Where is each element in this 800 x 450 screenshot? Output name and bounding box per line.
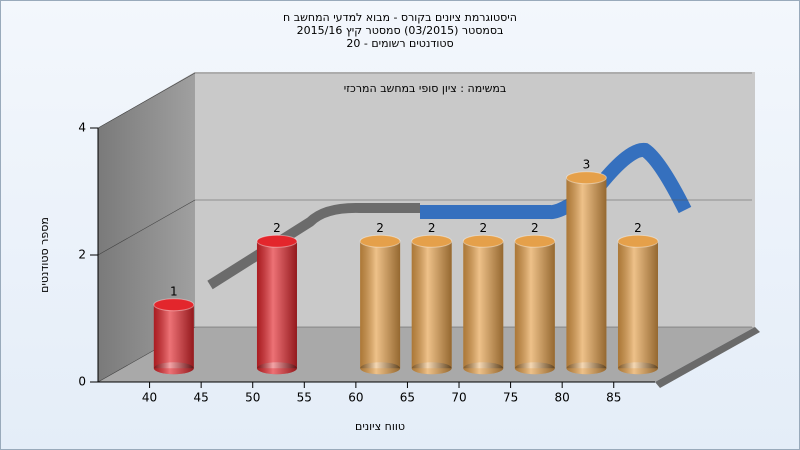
bar-base-shade: [256, 362, 297, 375]
x-tick-label: 60: [348, 391, 363, 405]
floor-edge: [655, 327, 760, 388]
x-tick-label: 45: [194, 391, 209, 405]
x-tick-label: 80: [555, 391, 570, 405]
x-axis-label: טווח ציונים: [355, 420, 405, 433]
bar-shade: [411, 241, 452, 369]
chart-title: סטודנטים רשומים - 20: [346, 37, 453, 50]
x-tick-label: 65: [400, 391, 415, 405]
bar-base-shade: [566, 362, 607, 375]
bar-shade: [153, 304, 194, 369]
bar-shade: [360, 241, 401, 369]
value-label: 2: [634, 221, 642, 235]
bar-base-shade: [514, 362, 555, 375]
trend-ribbon: [207, 202, 420, 290]
bar-base-shade: [463, 362, 504, 375]
grid-line: [97, 199, 196, 256]
x-tick-label: 55: [297, 391, 312, 405]
y-tick-label: 0: [78, 375, 86, 389]
bar-top: [153, 298, 195, 312]
trend-ribbon: [420, 142, 692, 220]
bar-top: [411, 234, 453, 248]
x-tick-label: 40: [142, 391, 157, 405]
y-tick-label: 2: [78, 248, 86, 262]
x-tick-label: 75: [503, 391, 518, 405]
x-tick-label: 85: [606, 391, 621, 405]
value-label: 3: [583, 157, 591, 171]
y-tick-label: 4: [78, 121, 86, 135]
bar-base-shade: [411, 362, 452, 375]
bar-shade: [617, 241, 658, 369]
value-label: 2: [479, 221, 487, 235]
bar-base-shade: [617, 362, 658, 375]
back-wall: [195, 72, 755, 327]
bar-base-shade: [360, 362, 401, 375]
chart-title: היסטוגרמת ציונים בקורס - מבוא למדעי המחש…: [283, 11, 517, 24]
annotation: במשימה : ציון סופי במחשב המרכזי: [344, 82, 507, 95]
bar-top: [462, 234, 504, 248]
bar-top: [565, 171, 607, 185]
x-tick-label: 70: [451, 391, 466, 405]
bar-shade: [566, 177, 607, 369]
bar-top: [256, 234, 298, 248]
grid: 0 2 4 40 45 50 55 60 65 70 75 80 85: [78, 72, 752, 405]
bars: 1 2 2 2 2 2 3 2: [153, 157, 659, 375]
bar-shade: [463, 241, 504, 369]
bar-top: [514, 234, 556, 248]
value-label: 2: [376, 221, 384, 235]
value-label: 2: [531, 221, 539, 235]
bar-top: [617, 234, 659, 248]
value-label: 2: [273, 221, 281, 235]
x-tick-label: 50: [245, 391, 260, 405]
bar-shade: [514, 241, 555, 369]
grid-line: [97, 72, 196, 129]
bar-base-shade: [153, 362, 194, 375]
value-label: 2: [428, 221, 436, 235]
bar-top: [359, 234, 401, 248]
bar-shade: [256, 241, 297, 369]
value-label: 1: [170, 284, 178, 298]
chart-title: בסמסטר (03/2015) סמסטר קיץ 2015/16: [297, 24, 504, 37]
y-axis-label: מספר סטודנטים: [38, 217, 51, 293]
